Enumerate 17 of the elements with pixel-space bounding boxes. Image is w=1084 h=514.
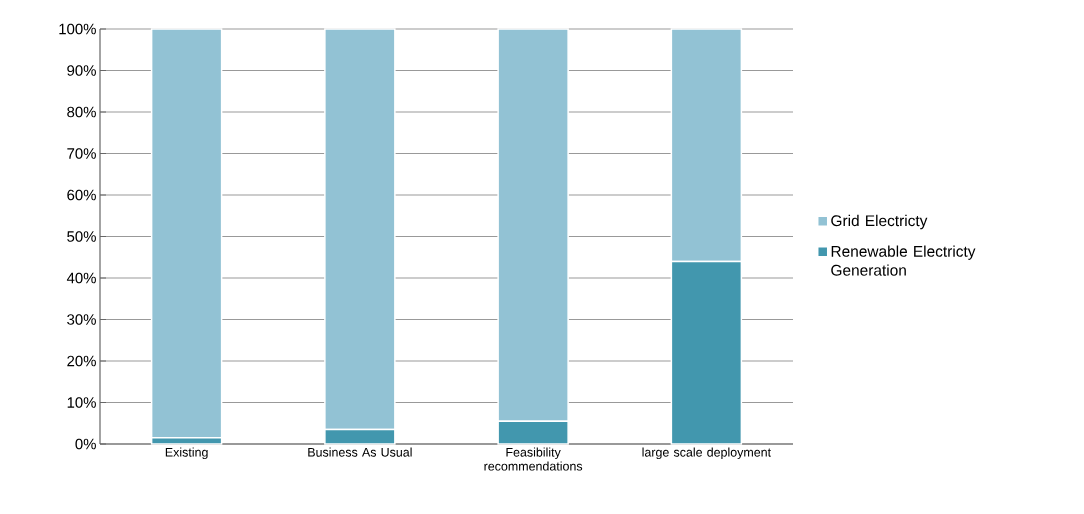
y-tick-label: 10% bbox=[67, 397, 96, 408]
x-tick-label: large scale deployment bbox=[642, 447, 771, 460]
y-tick-label: 0% bbox=[75, 438, 96, 450]
y-tick-label: 60% bbox=[67, 189, 96, 201]
y-tick-label: 40% bbox=[66, 272, 96, 284]
y-tick-label: 70% bbox=[67, 148, 96, 159]
legend-label: Grid Electricty bbox=[831, 214, 928, 230]
y-tick-label: 100% bbox=[59, 23, 96, 35]
x-tick-label: Existing bbox=[165, 447, 208, 460]
y-tick-label: 20% bbox=[67, 355, 96, 367]
legend-label: Renewable Electricty Generation bbox=[831, 245, 976, 276]
y-tick-label: 50% bbox=[67, 231, 96, 242]
x-tick-label: Business As Usual bbox=[308, 447, 412, 457]
y-tick-label: 80% bbox=[67, 106, 96, 118]
y-tick-label: 30% bbox=[67, 314, 96, 325]
y-tick-label: 90% bbox=[67, 65, 96, 76]
x-tick-label: Feasibility recommendations bbox=[484, 447, 583, 471]
